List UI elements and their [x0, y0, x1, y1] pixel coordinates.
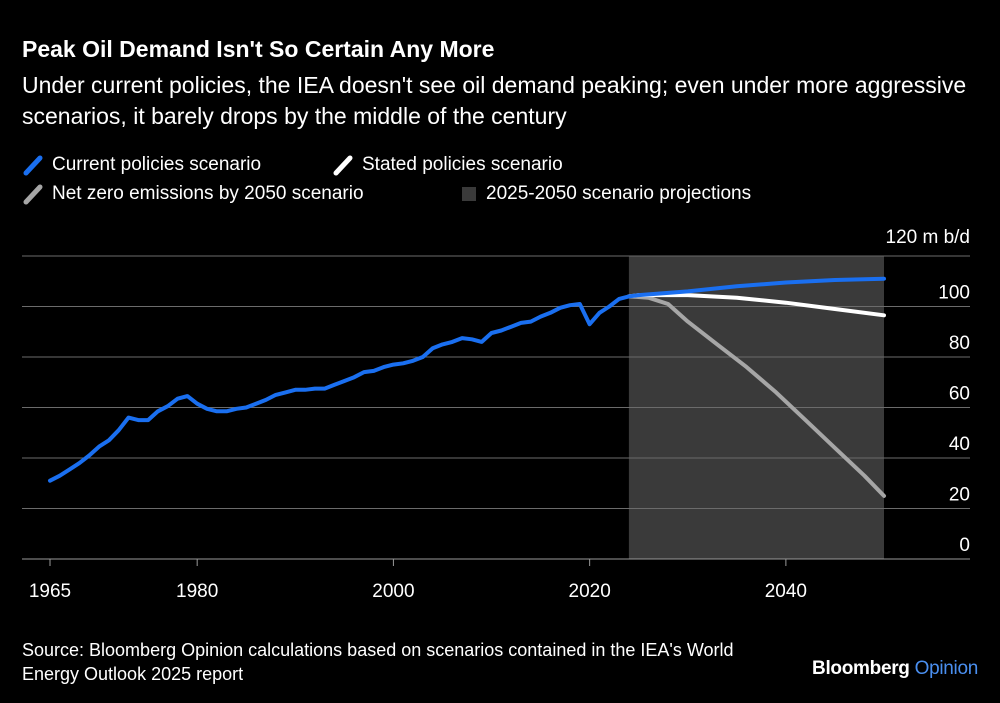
- legend-swatch-netzero: [23, 184, 43, 205]
- y-tick-label-20: 20: [949, 485, 970, 506]
- legend-item-netzero: Net zero emissions by 2050 scenario: [22, 183, 364, 205]
- brand-section: Opinion: [914, 658, 979, 679]
- x-tick-label-2000: 2000: [372, 581, 414, 602]
- x-tick-label-1980: 1980: [176, 581, 218, 602]
- brand-name: Bloomberg: [812, 658, 910, 679]
- x-tick-label-2020: 2020: [569, 581, 611, 602]
- chart-title: Peak Oil Demand Isn't So Certain Any Mor…: [22, 36, 495, 62]
- legend-swatch-stated: [333, 155, 353, 176]
- y-tick-label-100: 100: [938, 283, 970, 304]
- y-unit-label: 120 m b/d: [886, 227, 971, 248]
- legend-swatch-projection: [462, 187, 476, 201]
- y-tick-label-40: 40: [949, 434, 970, 455]
- legend-item-projection: 2025-2050 scenario projections: [460, 183, 751, 205]
- legend-swatch-current: [23, 155, 43, 176]
- series-line-current: [48, 276, 886, 483]
- x-tick-label-2040: 2040: [765, 581, 807, 602]
- legend-item-stated: Stated policies scenario: [332, 154, 563, 176]
- series-line-netzero: [626, 294, 886, 498]
- chart-subtitle: Under current policies, the IEA doesn't …: [22, 72, 967, 129]
- source-note: Source: Bloomberg Opinion calculations b…: [22, 640, 734, 684]
- y-tick-label-80: 80: [949, 333, 970, 354]
- y-tick-label-0: 0: [959, 535, 970, 556]
- y-tick-label-60: 60: [949, 384, 970, 405]
- legend-label-current: Current policies scenario: [52, 154, 262, 175]
- legend-label-projection: 2025-2050 scenario projections: [486, 183, 752, 204]
- legend-item-current: Current policies scenario: [22, 154, 261, 176]
- legend-label-stated: Stated policies scenario: [362, 154, 563, 175]
- legend-label-netzero: Net zero emissions by 2050 scenario: [52, 183, 364, 204]
- x-tick-label-1965: 1965: [29, 581, 71, 602]
- brand-logo: Bloomberg Opinion: [812, 658, 978, 680]
